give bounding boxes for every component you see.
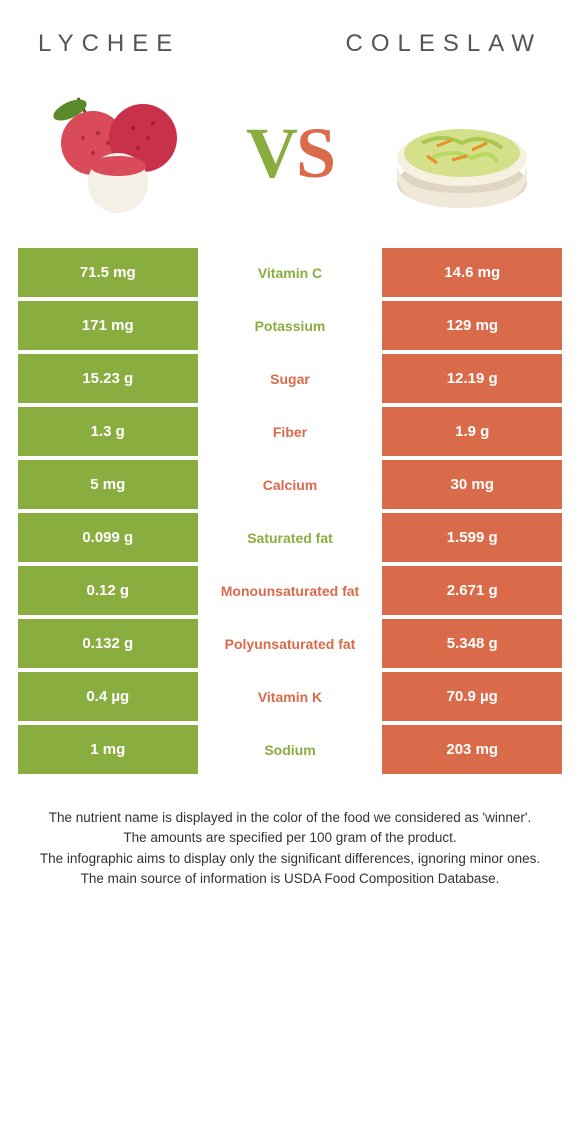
- nutrient-label: Monounsaturated fat: [198, 564, 383, 617]
- left-value: 0.132 g: [18, 617, 198, 670]
- footer-line-3: The infographic aims to display only the…: [28, 849, 552, 869]
- nutrient-label: Polyunsaturated fat: [198, 617, 383, 670]
- right-value: 12.19 g: [382, 352, 562, 405]
- table-row: 0.099 gSaturated fat1.599 g: [18, 511, 562, 564]
- right-value: 1.9 g: [382, 405, 562, 458]
- left-food-title: LYCHEE: [38, 30, 180, 58]
- left-value: 15.23 g: [18, 352, 198, 405]
- nutrient-label: Vitamin K: [198, 670, 383, 723]
- footer-line-1: The nutrient name is displayed in the co…: [28, 808, 552, 828]
- vs-s: S: [296, 113, 334, 193]
- right-value: 70.9 µg: [382, 670, 562, 723]
- left-value: 1.3 g: [18, 405, 198, 458]
- nutrient-label: Saturated fat: [198, 511, 383, 564]
- right-value: 30 mg: [382, 458, 562, 511]
- left-value: 71.5 mg: [18, 248, 198, 299]
- left-value: 0.4 µg: [18, 670, 198, 723]
- nutrient-table: 71.5 mgVitamin C14.6 mg171 mgPotassium12…: [18, 248, 562, 778]
- footer-notes: The nutrient name is displayed in the co…: [18, 808, 562, 889]
- table-row: 0.132 gPolyunsaturated fat5.348 g: [18, 617, 562, 670]
- nutrient-label: Fiber: [198, 405, 383, 458]
- left-value: 0.099 g: [18, 511, 198, 564]
- lychee-image: [38, 88, 198, 218]
- left-value: 171 mg: [18, 299, 198, 352]
- table-row: 171 mgPotassium129 mg: [18, 299, 562, 352]
- right-food-title: COLESLAW: [346, 30, 542, 58]
- table-row: 71.5 mgVitamin C14.6 mg: [18, 248, 562, 299]
- nutrient-label: Potassium: [198, 299, 383, 352]
- left-value: 1 mg: [18, 723, 198, 776]
- footer-line-4: The main source of information is USDA F…: [28, 869, 552, 889]
- vs-label: VS: [246, 112, 334, 195]
- table-row: 0.12 gMonounsaturated fat2.671 g: [18, 564, 562, 617]
- nutrient-label: Sodium: [198, 723, 383, 776]
- right-value: 1.599 g: [382, 511, 562, 564]
- table-row: 5 mgCalcium30 mg: [18, 458, 562, 511]
- coleslaw-image: [382, 88, 542, 218]
- left-value: 5 mg: [18, 458, 198, 511]
- vs-v: V: [246, 113, 296, 193]
- table-row: 0.4 µgVitamin K70.9 µg: [18, 670, 562, 723]
- right-value: 203 mg: [382, 723, 562, 776]
- image-row: VS: [18, 88, 562, 248]
- nutrient-label: Vitamin C: [198, 248, 383, 299]
- right-value: 14.6 mg: [382, 248, 562, 299]
- footer-line-2: The amounts are specified per 100 gram o…: [28, 828, 552, 848]
- nutrient-label: Calcium: [198, 458, 383, 511]
- right-value: 5.348 g: [382, 617, 562, 670]
- table-row: 15.23 gSugar12.19 g: [18, 352, 562, 405]
- title-row: LYCHEE COLESLAW: [18, 20, 562, 88]
- table-row: 1.3 gFiber1.9 g: [18, 405, 562, 458]
- nutrient-label: Sugar: [198, 352, 383, 405]
- right-value: 129 mg: [382, 299, 562, 352]
- left-value: 0.12 g: [18, 564, 198, 617]
- right-value: 2.671 g: [382, 564, 562, 617]
- table-row: 1 mgSodium203 mg: [18, 723, 562, 776]
